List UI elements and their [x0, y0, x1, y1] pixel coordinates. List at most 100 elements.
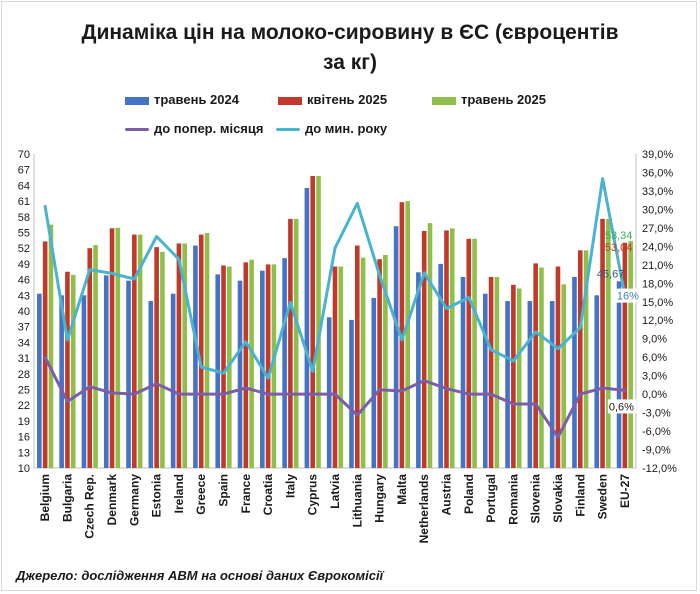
bar-may2024 — [393, 226, 399, 468]
bar-may2024 — [460, 276, 466, 468]
data-label-may2025: 53,34 — [605, 230, 633, 242]
bar-may2025 — [316, 175, 321, 469]
legend-label-mom: до попер. місяця — [154, 121, 264, 136]
y-right-tick-label: 24,0% — [642, 241, 673, 253]
legend-swatch-may2025 — [432, 96, 456, 105]
bar-may2025 — [427, 223, 433, 468]
legend-label-may2024: травень 2024 — [154, 92, 239, 107]
x-category-label: Hungary — [373, 474, 387, 523]
bar-may2024 — [193, 245, 198, 468]
y-left-tick-label: 37 — [18, 322, 30, 334]
legend-yoy: до мин. року — [276, 121, 387, 136]
x-category-label: Netherlands — [417, 474, 431, 544]
bar-may2025 — [48, 224, 54, 468]
bar-apr2025 — [332, 266, 338, 468]
bar-apr2025 — [87, 248, 93, 468]
bar-may2025 — [539, 267, 544, 468]
bar-apr2025 — [221, 265, 226, 468]
line-yoy — [43, 177, 627, 380]
y-right-tick-label: 12,0% — [642, 315, 673, 327]
x-category-label: Bulgaria — [60, 474, 74, 522]
bar-apr2025 — [511, 284, 516, 468]
bar-may2024 — [349, 319, 354, 468]
x-category-label: Finland — [573, 474, 587, 517]
chart-title-line2: за кг) — [323, 51, 377, 74]
y-left-tick-label: 58 — [18, 212, 30, 224]
data-label-may2024: 45,67 — [597, 268, 625, 280]
bar-may2025 — [606, 218, 611, 468]
bar-may2025 — [360, 257, 366, 468]
bar-may2025 — [271, 264, 277, 468]
y-right-tick-label: -3,0% — [642, 408, 671, 420]
y-left-tick-label: 13 — [18, 447, 30, 459]
x-category-label: Romania — [506, 474, 520, 525]
bar-apr2025 — [42, 241, 48, 468]
x-category-label: Spain — [217, 474, 231, 507]
bar-apr2025 — [176, 243, 182, 468]
bar-may2024 — [505, 301, 510, 468]
y-left-tick-label: 40 — [18, 306, 30, 318]
y-right-tick-label: -12,0% — [642, 463, 677, 475]
x-category-label: Austria — [439, 474, 453, 516]
y-left-tick-label: 25 — [18, 385, 30, 397]
bar-may2024 — [594, 295, 600, 468]
bar-apr2025 — [622, 242, 628, 468]
source-note: Джерело: дослідження АВМ на основі даних… — [16, 568, 384, 583]
bar-apr2025 — [65, 271, 70, 468]
y-right-tick-label: 21,0% — [642, 260, 673, 272]
x-category-label: Italy — [283, 474, 297, 498]
bar-may2024 — [482, 293, 488, 468]
legend-swatch-apr2025 — [278, 96, 302, 105]
bar-may2024 — [126, 280, 131, 468]
legend-may2025: травень 2025 — [432, 92, 546, 107]
y-left-tick-label: 10 — [18, 463, 30, 475]
y-right-tick-label: -6,0% — [642, 426, 671, 438]
x-category-label: France — [239, 474, 253, 514]
bar-apr2025 — [488, 276, 494, 468]
bar-may2025 — [293, 218, 299, 468]
y-left-tick-label: 31 — [18, 353, 30, 365]
x-category-label: Latvia — [328, 474, 342, 509]
bar-may2025 — [70, 274, 76, 468]
bar-apr2025 — [399, 202, 405, 468]
bar-apr2025 — [444, 230, 449, 468]
bar-may2024 — [148, 301, 154, 468]
y-right-tick-label: 33,0% — [642, 186, 673, 198]
bar-may2024 — [549, 301, 555, 468]
bar-may2024 — [616, 281, 622, 468]
data-label-yoy-bg — [615, 288, 638, 303]
bar-may2025 — [115, 227, 121, 468]
x-category-label: Ireland — [172, 474, 186, 513]
bar-may2024 — [103, 275, 109, 468]
bar-may2025 — [472, 238, 477, 468]
x-category-label: Germany — [127, 474, 141, 526]
bar-apr2025 — [310, 175, 316, 469]
y-left-tick-label: 67 — [18, 165, 30, 177]
x-category-label: Portugal — [484, 474, 498, 523]
y-left-tick-label: 64 — [18, 180, 30, 192]
y-right-tick-label: -9,0% — [642, 445, 671, 457]
bar-may2024 — [527, 301, 533, 468]
data-label-apr2025: 53,04 — [605, 242, 633, 254]
y-left-tick-label: 52 — [18, 243, 30, 255]
bar-may2025 — [494, 276, 500, 468]
bar-may2025 — [583, 250, 589, 468]
bar-may2025 — [405, 201, 410, 468]
legend-swatch-yoy — [276, 128, 300, 132]
y-right-tick-label: 15,0% — [642, 297, 673, 309]
x-category-label: EU-27 — [618, 474, 632, 508]
data-label-mom-bg — [607, 399, 637, 414]
bar-apr2025 — [600, 218, 605, 468]
line-mom — [43, 355, 627, 439]
bar-may2025 — [137, 234, 143, 468]
y-right-tick-label: 3,0% — [642, 371, 667, 383]
bar-apr2025 — [109, 228, 115, 468]
y-left-tick-label: 70 — [18, 149, 30, 161]
bar-may2025 — [561, 284, 567, 468]
y-left-tick-label: 28 — [18, 369, 30, 381]
y-right-tick-label: 27,0% — [642, 223, 673, 235]
y-left-tick-label: 43 — [18, 290, 30, 302]
bar-may2025 — [249, 259, 254, 468]
